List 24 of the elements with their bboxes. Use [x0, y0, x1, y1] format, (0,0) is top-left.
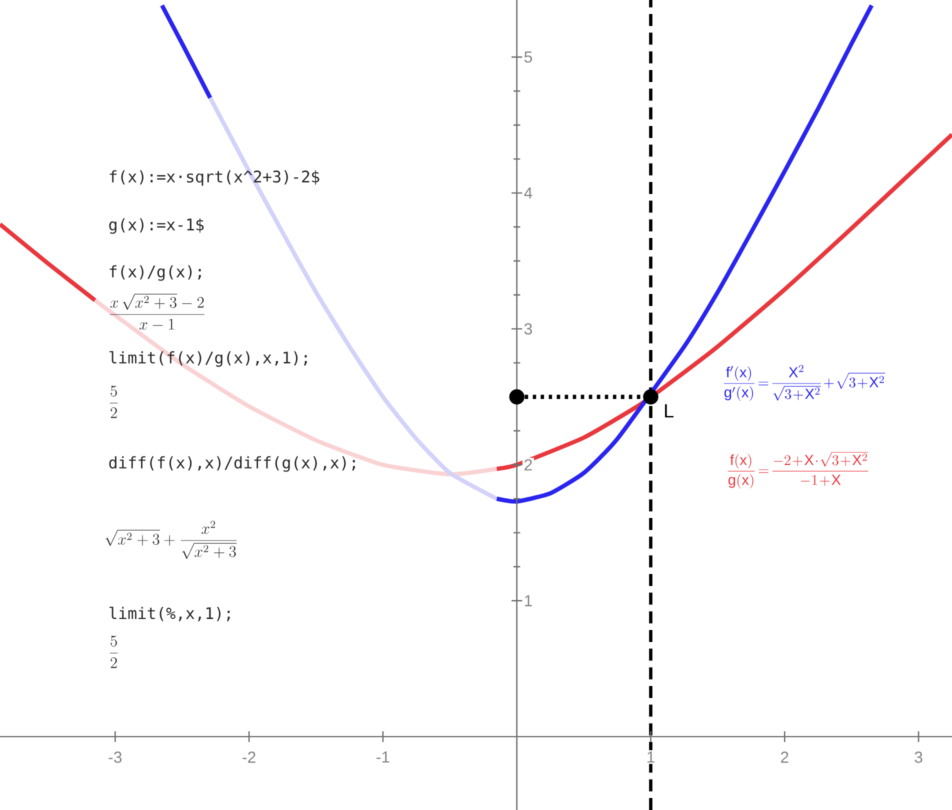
- y-tick-label: 2: [524, 459, 532, 470]
- x-tick-label: 3: [914, 752, 922, 763]
- x-tick-label: -3: [108, 752, 122, 763]
- y-tick-label: 1: [524, 595, 532, 606]
- annotation: f(x):=x·sqrt(x^2+3)-2$: [110, 170, 320, 186]
- annotation: $\frac{\mathrm{f(x)}}{\mathrm{g(x)}}=\frac{-2+\mathrm{X}\cdot\sqrt{3+\mathrm{X}^{2}}}{-1+\mathrm{X}}$: [728, 452, 868, 488]
- annotation: limit(f(x)/g(x),x,1);: [110, 351, 307, 367]
- x-tick-label: 1: [648, 752, 654, 763]
- annotation: diff(f(x),x)/diff(g(x),x);: [109, 456, 355, 472]
- y-tick-label: 5: [524, 51, 532, 63]
- annotation: $\frac{\mathrm{f'(x)}}{\mathrm{g'(x)}}=\frac{\mathrm{X}^{2}}{\sqrt{3+\mathrm{X}^{2}}}+\sqrt{3+\mathrm{X}^{2}}$: [724, 364, 886, 401]
- y-tick-label: 3: [524, 323, 532, 335]
- annotation: L: [665, 404, 674, 418]
- annotation: g(x):=x-1$: [109, 218, 204, 234]
- annotation: limit(%,x,1);: [110, 606, 230, 622]
- annotation: $\frac{5}{2}$: [110, 636, 118, 668]
- y-tick-label: 4: [524, 187, 532, 198]
- x-tick-label: -2: [242, 752, 256, 763]
- x-tick-label: 2: [780, 752, 788, 763]
- annotation: $\frac{5}{2}$: [110, 386, 118, 418]
- annotation: f(x)/g(x);: [110, 265, 201, 281]
- x-tick-label: -1: [376, 752, 390, 763]
- annotation: $\sqrt{x^{2}+3}+\frac{x^{2}}{\sqrt{x^{2}+3}}$: [105, 520, 237, 559]
- annotation: $\frac{x\,\sqrt{x^{2}+3}-2}{x-1}$: [110, 294, 205, 330]
